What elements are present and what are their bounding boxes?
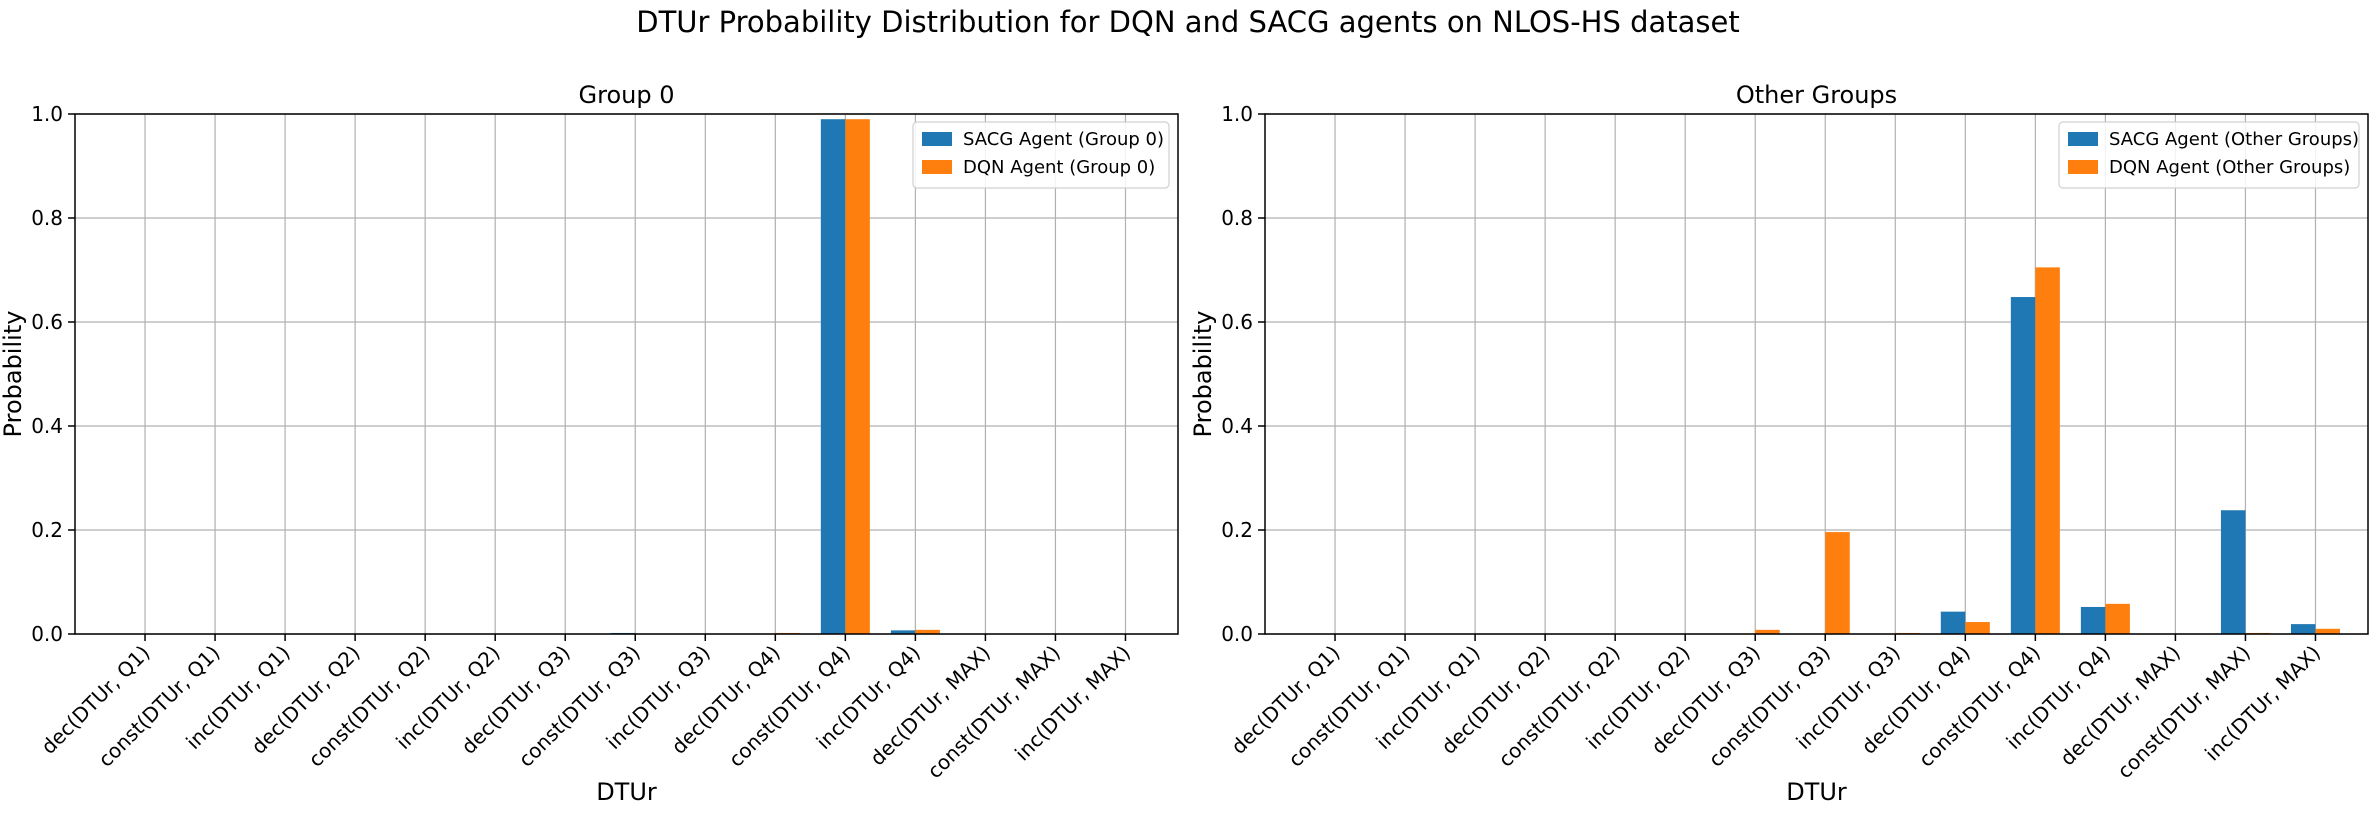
axes-frame [74, 113, 1179, 635]
y-tick-label: 0.4 [31, 414, 63, 438]
bar-sacg [890, 630, 916, 634]
x-tick-label: const(DTUr, Q2) [304, 641, 435, 772]
bar-sacg [820, 119, 846, 634]
y-tick-label: 1.0 [1221, 102, 1253, 126]
x-tick-label: dec(DTUr, MAX) [2055, 641, 2185, 771]
bar-dqn [2315, 628, 2340, 634]
bar-sacg [1940, 611, 1966, 634]
legend-swatch [2068, 132, 2098, 146]
legend-label: SACG Agent (Other Groups) [2109, 129, 2359, 150]
x-tick-label: const(DTUr, Q3) [514, 641, 645, 772]
x-axis-label: DTUr [596, 778, 657, 806]
x-tick-label: const(DTUr, Q4) [1914, 641, 2045, 772]
legend-label: SACG Agent (Group 0) [963, 129, 1164, 150]
legend-swatch [922, 160, 952, 174]
x-tick-label: const(DTUr, Q1) [1283, 641, 1414, 772]
y-tick-label: 0.2 [31, 518, 63, 542]
bar-dqn [2105, 603, 2130, 634]
x-tick-label: dec(DTUr, MAX) [865, 641, 995, 771]
y-tick-label: 0.2 [1221, 518, 1253, 542]
bar-dqn [845, 119, 870, 634]
bar-dqn [915, 629, 940, 634]
legend-label: DQN Agent (Other Groups) [2109, 157, 2350, 178]
y-tick-label: 0.6 [1221, 310, 1253, 334]
x-tick-label: const(DTUr, Q2) [1494, 641, 1625, 772]
bar-dqn [2035, 267, 2060, 634]
y-tick-label: 0.0 [31, 622, 63, 646]
x-tick-label: const(DTUr, Q1) [93, 641, 224, 772]
y-tick-label: 0.0 [1221, 622, 1253, 646]
chart-title: Other Groups [1736, 81, 1897, 109]
axes-frame [1264, 113, 2369, 635]
x-axis-label: DTUr [1786, 778, 1847, 806]
bar-dqn [1825, 532, 1850, 634]
y-tick-label: 0.6 [31, 310, 63, 334]
bar-dqn [1755, 629, 1780, 634]
legend-label: DQN Agent (Group 0) [963, 157, 1155, 178]
y-axis-label: Probability [1189, 311, 1217, 438]
bar-sacg [2220, 510, 2246, 634]
x-tick-label: const(DTUr, Q3) [1704, 641, 1835, 772]
bar-sacg [2080, 606, 2106, 634]
y-tick-label: 0.8 [1221, 206, 1253, 230]
bar-sacg [2010, 297, 2036, 634]
bar-dqn [1965, 622, 1990, 634]
bar-sacg [2290, 624, 2316, 634]
x-tick-label: const(DTUr, MAX) [2112, 641, 2255, 784]
y-tick-label: 0.4 [1221, 414, 1253, 438]
legend-box [912, 121, 1170, 189]
y-axis-label: Probability [0, 311, 27, 438]
x-tick-label: const(DTUr, MAX) [922, 641, 1065, 784]
legend-swatch [922, 132, 952, 146]
chart-title: Group 0 [579, 81, 675, 109]
legend: SACG Agent (Group 0) DQN Agent (Group 0) [912, 121, 1170, 189]
legend-swatch [2068, 160, 2098, 174]
y-tick-label: 1.0 [31, 102, 63, 126]
x-tick-label: const(DTUr, Q4) [724, 641, 855, 772]
y-tick-label: 0.8 [31, 206, 63, 230]
legend: SACG Agent (Other Groups) DQN Agent (Othe… [2058, 121, 2360, 189]
legend-box [2058, 121, 2360, 189]
figure-title: DTUr Probability Distribution for DQN an… [636, 5, 1740, 39]
